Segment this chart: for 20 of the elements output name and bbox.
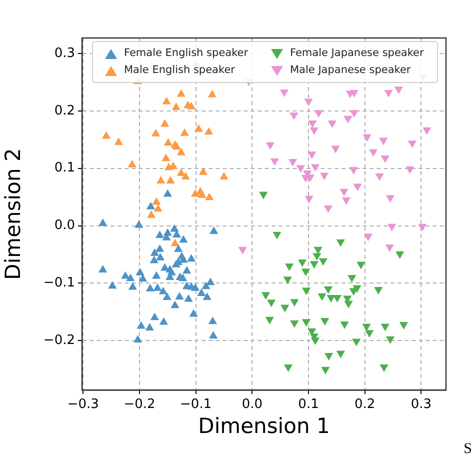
legend-label: Female English speaker (124, 46, 248, 61)
y-tick-label: 0.1 (54, 160, 75, 176)
text: S (464, 441, 472, 458)
x-tick-label: −0.1 (180, 397, 212, 412)
legend-label: Male Japanese speaker (290, 63, 411, 78)
x-tick-label: 0.2 (354, 397, 376, 412)
legend-label: Male English speaker (124, 63, 235, 78)
x-tick-label: 0.1 (298, 397, 319, 412)
x-tick-label: −0.3 (67, 397, 99, 412)
y-tick-label: 0.2 (54, 103, 75, 118)
x-tick-label: 0.0 (242, 397, 263, 412)
y-tick-label: −0.2 (43, 332, 75, 348)
x-tick-label: 0.3 (410, 397, 432, 412)
y-tick-label: 0.0 (54, 218, 75, 234)
y-tick-label: 0.3 (54, 46, 75, 61)
y-axis-title: Dimension 2 (1, 148, 26, 280)
x-tick-label: −0.2 (124, 397, 156, 412)
x-axis-title: Dimension 1 (198, 414, 330, 438)
legend-label: Female Japanese speaker (290, 46, 424, 61)
y-tick-label: −0.1 (43, 276, 75, 291)
